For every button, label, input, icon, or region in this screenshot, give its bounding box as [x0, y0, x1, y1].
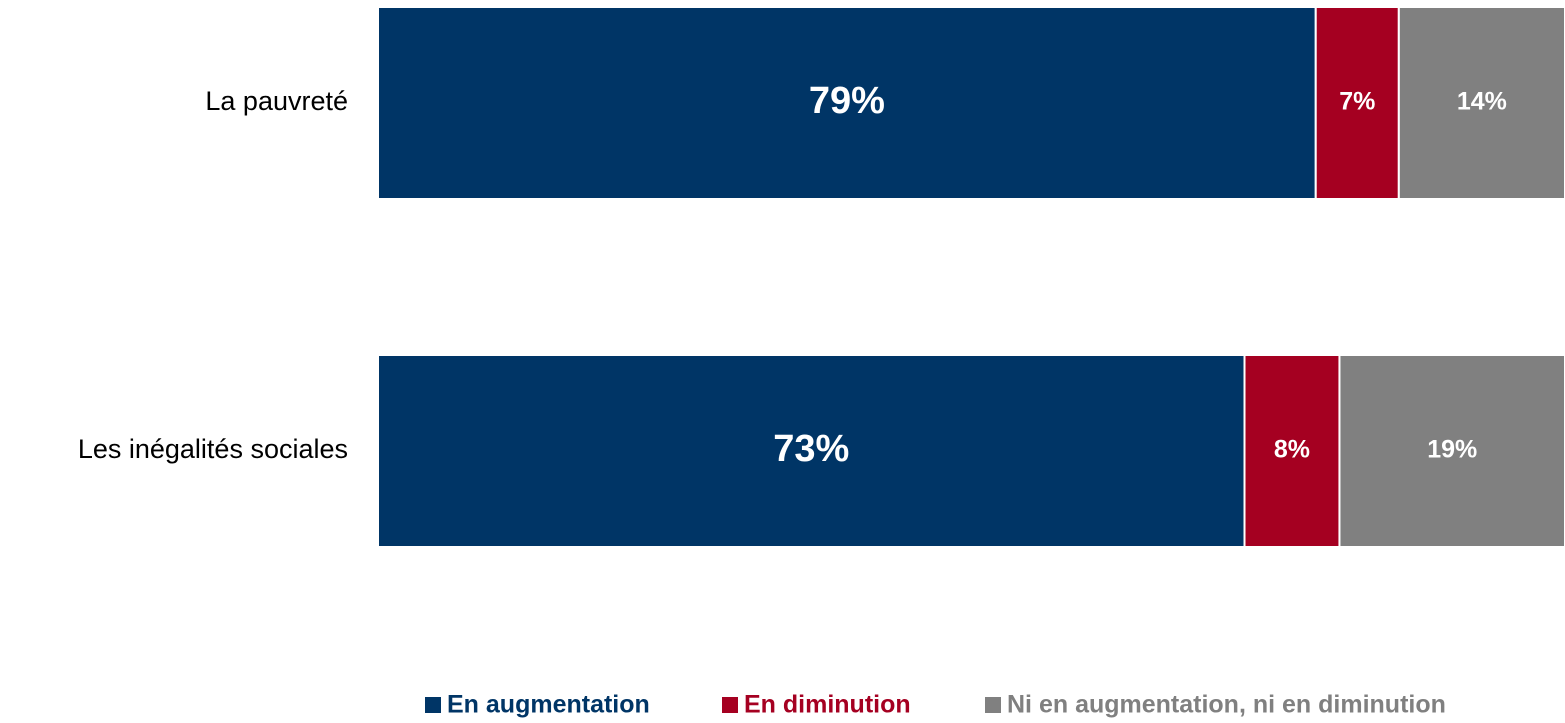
legend-swatch: [425, 697, 441, 713]
value-label: 8%: [1274, 436, 1310, 464]
legend-label: En augmentation: [447, 691, 650, 719]
value-label: 14%: [1457, 88, 1507, 116]
legend-label: Ni en augmentation, ni en diminution: [1007, 691, 1446, 719]
bar-segment: [377, 354, 1246, 548]
legend-swatch: [722, 697, 738, 713]
value-label: 7%: [1339, 88, 1375, 116]
value-label: 79%: [809, 80, 885, 122]
legend-swatch: [985, 697, 1001, 713]
category-label: La pauvreté: [205, 86, 348, 116]
value-label: 73%: [773, 428, 849, 470]
value-label: 19%: [1427, 436, 1477, 464]
bar-segment: [1314, 6, 1400, 200]
category-label: Les inégalités sociales: [78, 434, 348, 464]
bar-segment: [1338, 354, 1565, 548]
legend-label: En diminution: [744, 691, 911, 719]
bar-segment: [1397, 6, 1565, 200]
bar-segment: [377, 6, 1317, 200]
bar-segment: [1243, 354, 1341, 548]
